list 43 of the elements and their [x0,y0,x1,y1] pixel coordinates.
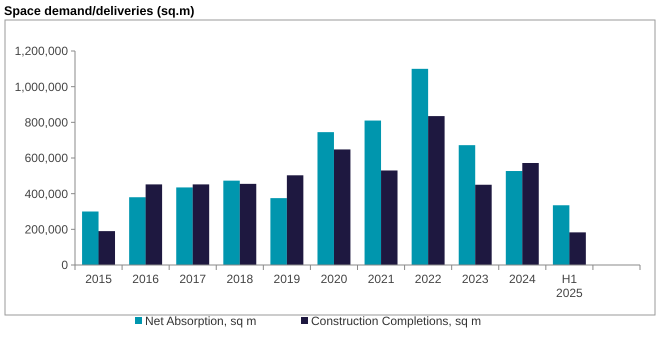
x-tick-label: 2020 [320,272,348,286]
legend-label: Construction Completions, sq m [311,314,482,328]
x-tick-label: 2024 [508,272,536,286]
y-tick-label: 1,000,000 [14,80,68,94]
bar [381,170,398,265]
bar [176,187,193,265]
bar [522,162,539,265]
bar [412,68,428,265]
bar [552,205,570,265]
chart-title: Space demand/deliveries (sq.m) [4,4,194,18]
bar [240,184,256,265]
legend-label: Net Absorption, sq m [145,314,256,328]
bar [569,232,586,265]
bar [223,180,240,265]
x-tick-label: 2017 [179,272,206,286]
y-tick-label: 200,000 [24,222,68,237]
x-tick-label: 2018 [226,272,254,286]
bar [270,198,287,265]
x-tick-label: H1 2025 [556,272,584,300]
bar [317,132,334,265]
bar [458,145,476,265]
x-tick-label: 2023 [462,272,489,286]
bar [98,231,116,265]
x-tick-label: 2022 [414,272,442,286]
y-tick-label: 800,000 [24,116,68,130]
bar [428,116,445,265]
bar [146,184,162,265]
y-tick-label: 1,200,000 [14,44,68,58]
bar [364,120,382,265]
y-tick-label: 0 [61,258,68,272]
bar [129,197,146,265]
y-tick-label: 400,000 [24,186,68,201]
bar [475,184,492,265]
y-tick-label: 600,000 [24,151,68,166]
x-tick-label: 2019 [274,272,301,286]
x-tick-label: 2015 [85,272,112,286]
bar [334,149,350,265]
bar [506,171,522,265]
x-tick-label: 2021 [368,272,395,286]
bar [192,184,210,265]
bar [82,212,99,265]
bar [286,175,304,265]
x-tick-label: 2016 [132,272,160,286]
